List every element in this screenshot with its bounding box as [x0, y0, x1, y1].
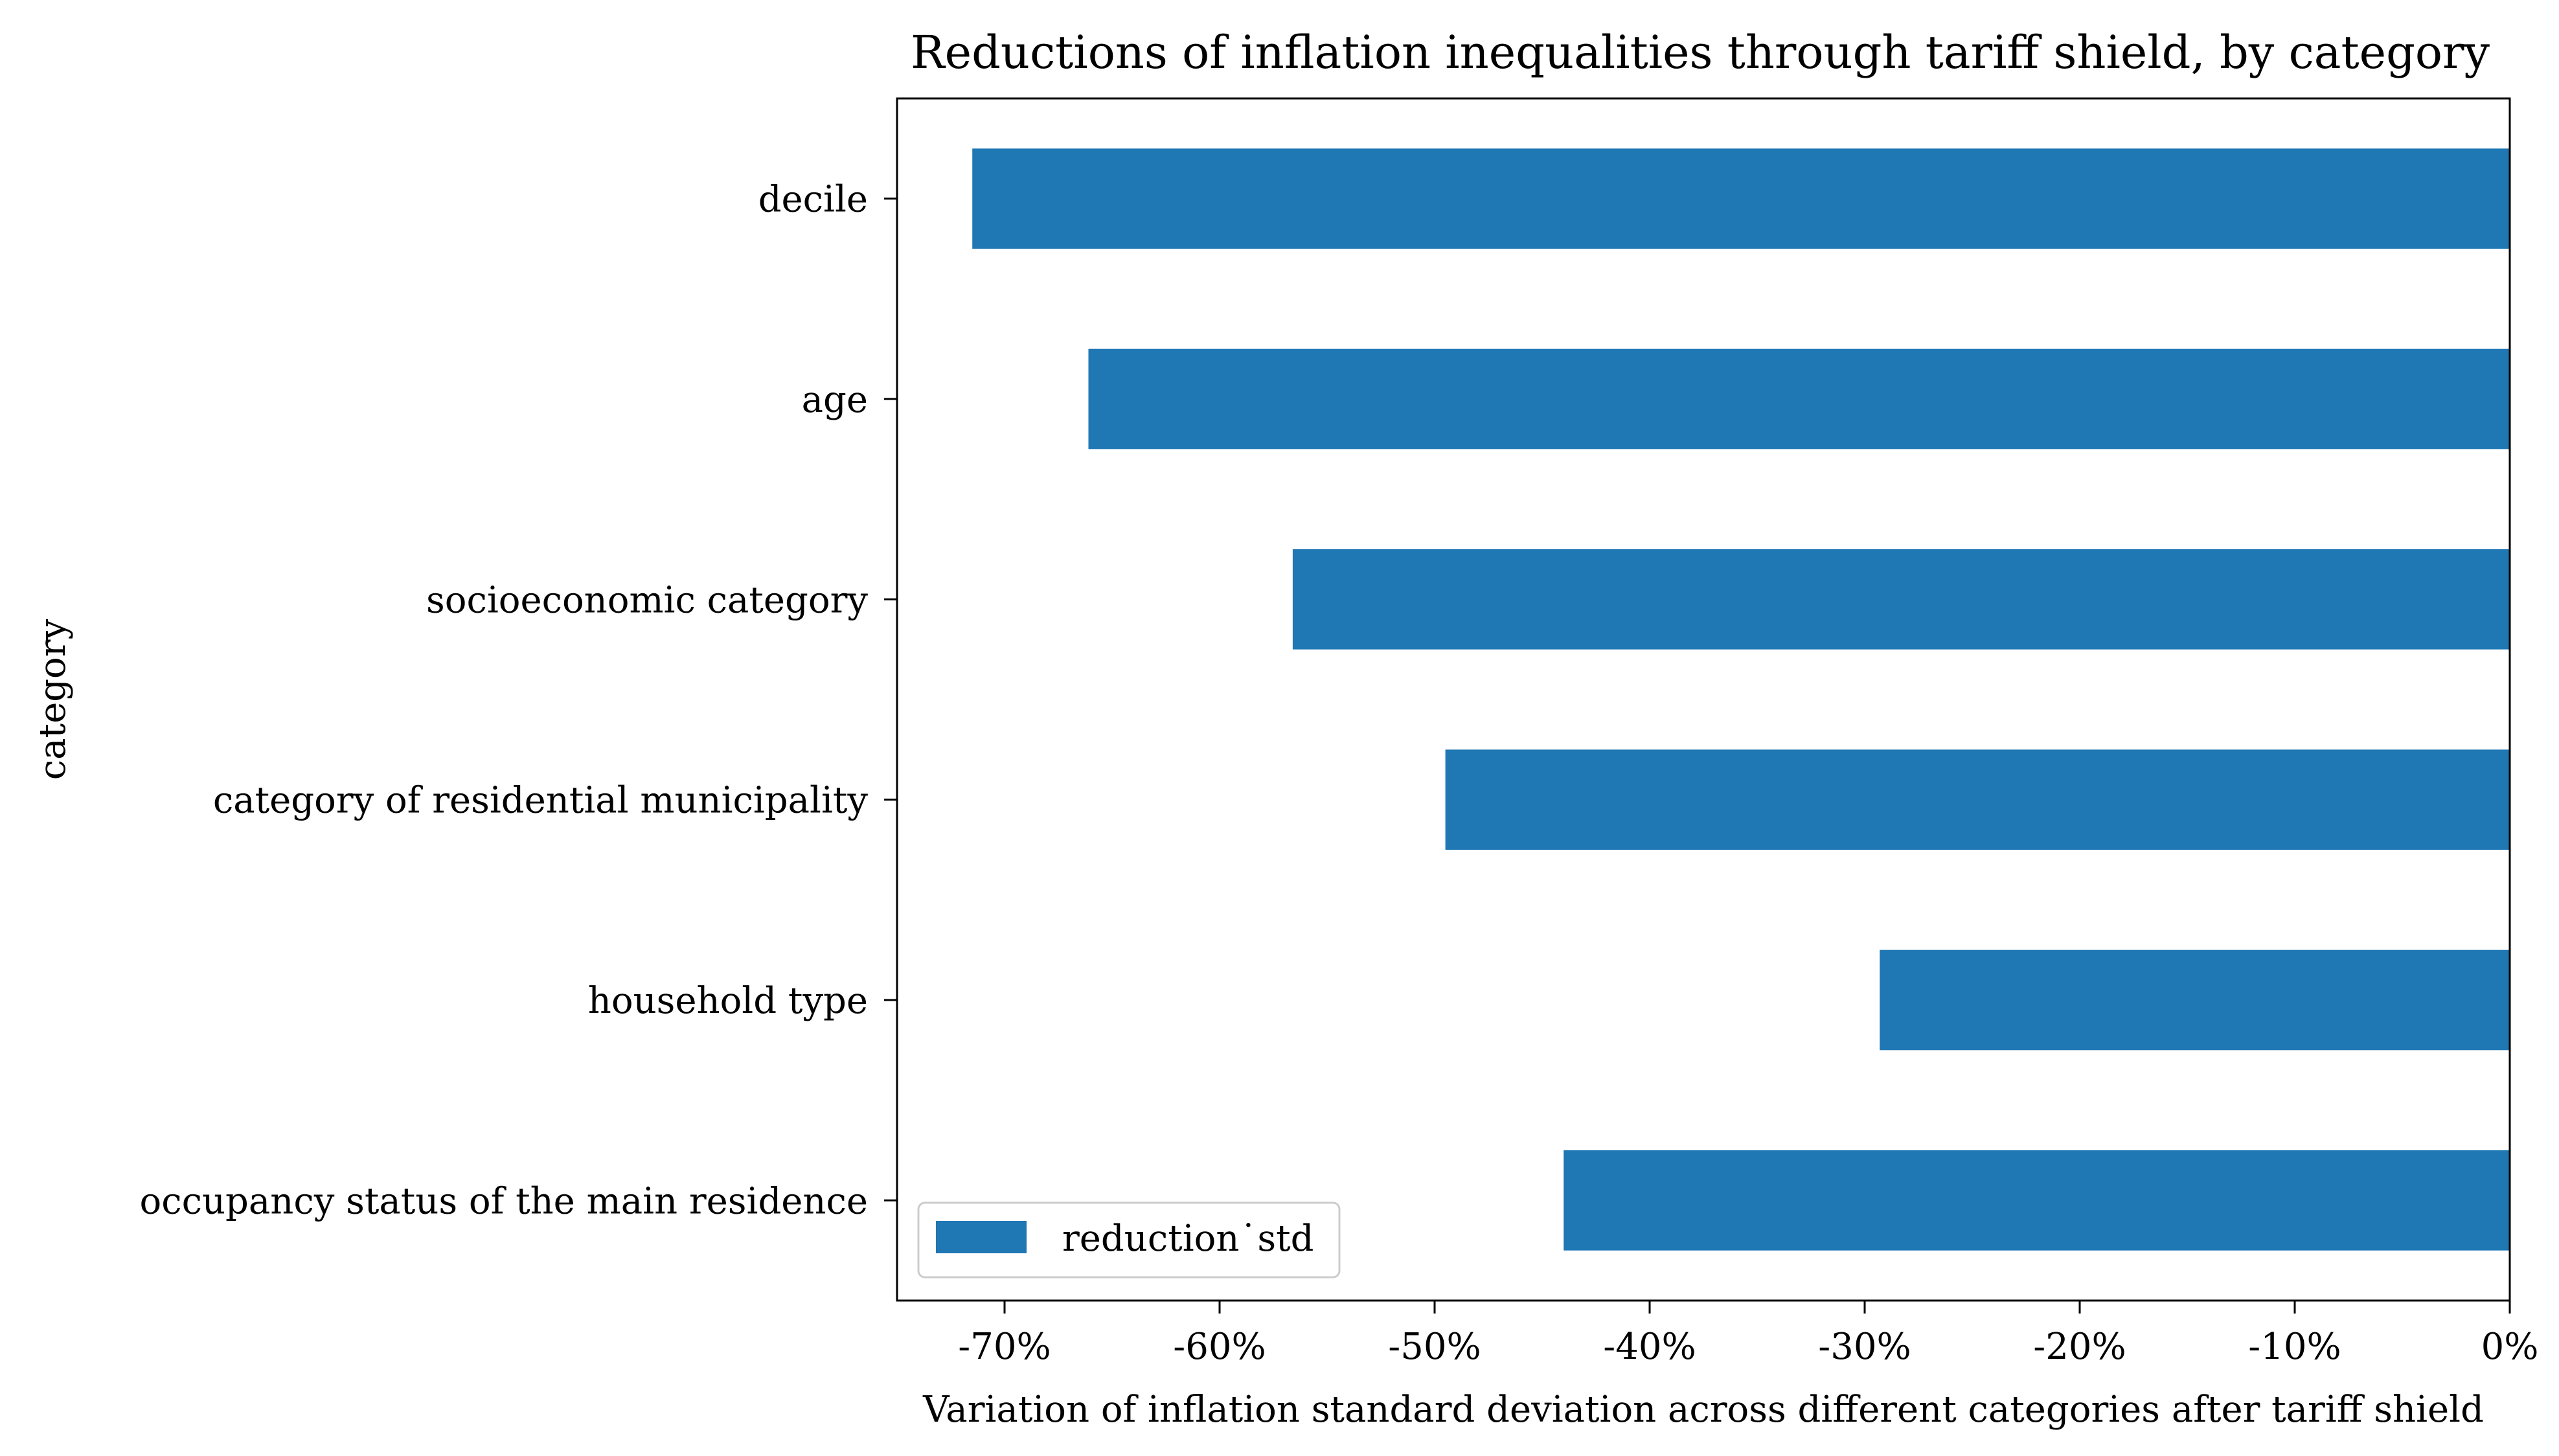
bar-decile [972, 148, 2510, 249]
bar-socioeconomic-category [1292, 549, 2510, 650]
plot-frame [896, 97, 2511, 1302]
y-tick-label: category of residential municipality [213, 780, 869, 822]
x-tick-label: 0% [2481, 1326, 2539, 1368]
bar-category-of-residential-municipality [1445, 749, 2510, 850]
y-tick-label: household type [588, 980, 868, 1022]
x-tick-label: -10% [2248, 1326, 2341, 1368]
bars-layer [972, 148, 2510, 1251]
chart-title: Reductions of inflation inequalities thr… [911, 26, 2490, 79]
y-tick-label: decile [758, 179, 868, 221]
y-tick-label: socioeconomic category [426, 579, 868, 621]
y-axis-label: category [32, 619, 74, 780]
x-tick-label: -70% [958, 1326, 1051, 1368]
bar-age [1088, 348, 2510, 449]
y-tick-label: age [802, 379, 868, 421]
bar-occupancy-status-of-the-main-residence [1564, 1150, 2510, 1251]
x-axis-label: Variation of inflation standard deviatio… [922, 1389, 2484, 1431]
legend: reduction˙std [917, 1201, 1341, 1279]
x-tick-label: -30% [1818, 1326, 1911, 1368]
x-tick-label: -40% [1603, 1326, 1696, 1368]
legend-swatch [936, 1221, 1027, 1253]
x-tick-label: -50% [1388, 1326, 1481, 1368]
y-tick-label: occupancy status of the main residence [140, 1180, 868, 1222]
legend-label: reduction˙std [1062, 1218, 1314, 1260]
x-tick-label: -60% [1173, 1326, 1266, 1368]
x-axis-ticks: -70% -60% -50% -40% -30% -20% -10% 0% [958, 1301, 2538, 1368]
y-axis-ticks: decile age socioeconomic category category … [140, 179, 897, 1222]
bar-household-type [1880, 950, 2510, 1051]
x-tick-label: -20% [2033, 1326, 2126, 1368]
